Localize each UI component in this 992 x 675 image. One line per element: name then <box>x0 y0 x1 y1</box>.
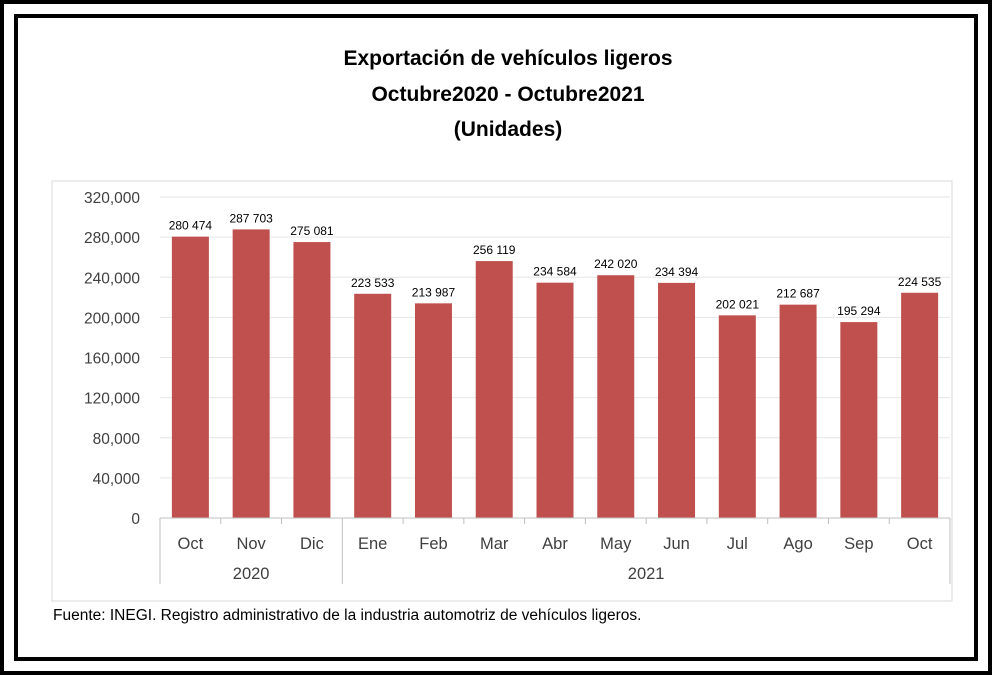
bar <box>658 282 696 518</box>
data-label: 256 119 <box>473 243 516 257</box>
data-label: 195 294 <box>837 304 881 318</box>
x-category-label: Dic <box>300 535 324 553</box>
x-category-label: Ene <box>358 535 387 553</box>
bar <box>414 303 452 518</box>
data-label: 223 533 <box>351 276 395 290</box>
y-tick-label: 200,000 <box>84 310 140 327</box>
bar <box>779 304 817 518</box>
data-labels: 280 474 287 703 275 081 223 533 213 987 256 1… <box>169 211 942 318</box>
bar <box>171 236 209 518</box>
x-category-label: Ago <box>783 535 812 553</box>
data-label: 275 081 <box>290 224 334 238</box>
data-label: 234 584 <box>533 265 577 279</box>
x-category-label: Nov <box>236 535 266 553</box>
bar <box>901 292 939 518</box>
x-category-label: Jul <box>727 535 748 553</box>
x-category-label: Oct <box>178 535 204 553</box>
y-tick-label: 40,000 <box>93 471 141 488</box>
data-label: 202 021 <box>716 297 760 311</box>
y-axis: 0 40,000 80,000 120,000 160,000 200,000 240,00… <box>84 190 140 528</box>
data-label: 280 474 <box>169 219 213 233</box>
x-category-label: Sep <box>844 535 873 553</box>
y-tick-label: 320,000 <box>84 190 140 207</box>
y-tick-label: 280,000 <box>84 230 140 247</box>
bar <box>293 242 331 518</box>
bar <box>475 261 513 518</box>
chart-title-line-2: Octubre2020 - Octubre2021 <box>371 83 645 106</box>
bar <box>597 275 635 518</box>
x-category-label: Jun <box>663 535 690 553</box>
x-category-label: Feb <box>419 535 447 553</box>
x-axis: Oct Nov Dic Ene Feb Mar Abr May Jun Jul Ago Sep Oct 2… <box>159 517 951 584</box>
y-tick-label: 160,000 <box>84 351 140 368</box>
x-category-label: Abr <box>542 535 568 553</box>
x-category-label: Oct <box>907 535 933 553</box>
bar <box>718 315 756 518</box>
data-label: 213 987 <box>412 285 456 299</box>
bars <box>171 229 939 518</box>
x-group-label: 2020 <box>233 565 270 583</box>
x-group-label: 2021 <box>628 565 665 583</box>
bar <box>840 322 878 518</box>
data-label: 287 703 <box>229 211 273 225</box>
bar <box>536 282 574 518</box>
data-label: 212 687 <box>776 287 820 301</box>
chart-title-line-1: Exportación de vehículos ligeros <box>343 47 673 70</box>
bar <box>232 229 270 518</box>
y-tick-label: 240,000 <box>84 270 140 287</box>
y-tick-label: 120,000 <box>84 391 140 408</box>
bar <box>354 293 392 518</box>
x-category-label: May <box>600 535 632 553</box>
data-label: 242 020 <box>594 257 638 271</box>
data-label: 224 535 <box>898 275 942 289</box>
chart-title-line-3: (Unidades) <box>453 118 563 141</box>
source-note: Fuente: INEGI. Registro administrativo d… <box>53 607 642 624</box>
data-label: 234 394 <box>655 265 699 279</box>
x-category-label: Mar <box>480 535 509 553</box>
y-tick-label: 80,000 <box>93 431 141 448</box>
y-tick-label: 0 <box>131 511 140 528</box>
